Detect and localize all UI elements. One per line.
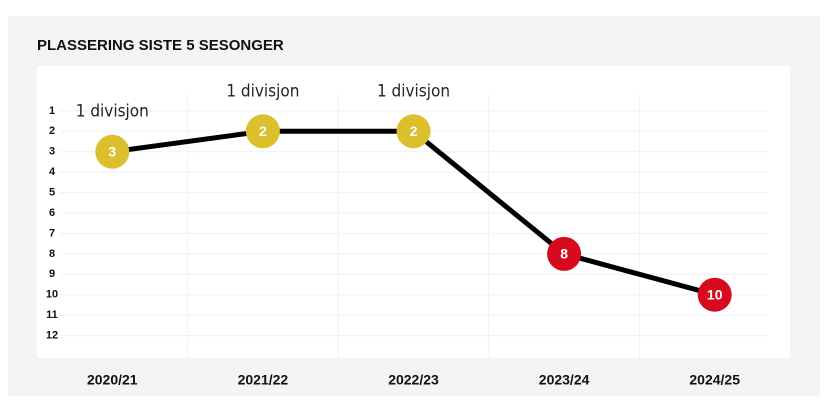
y-tick-label: 4: [49, 166, 56, 178]
plot-area: [37, 66, 790, 358]
point: [95, 134, 130, 169]
y-tick-label: 6: [49, 207, 55, 219]
x-tick-label: 2021/22: [238, 372, 289, 388]
point-label: 3: [108, 143, 116, 159]
y-tick-label: 7: [49, 227, 55, 239]
annotation: 1 divisjon: [377, 81, 450, 101]
y-tick-label: 5: [49, 186, 55, 198]
annotation: 1 divisjon: [76, 102, 149, 122]
y-tick-label: 9: [49, 268, 55, 280]
point-label: 2: [410, 123, 418, 139]
x-tick-label: 2022/23: [388, 372, 439, 388]
y-tick-label: 1: [49, 105, 55, 117]
y-tick-label: 3: [49, 146, 55, 158]
point: [547, 236, 582, 271]
y-tick-label: 11: [46, 309, 58, 321]
x-tick-label: 2020/21: [87, 372, 138, 388]
x-tick-label: 2024/25: [689, 372, 740, 388]
point: [245, 114, 280, 149]
point: [396, 114, 431, 149]
y-tick-label: 10: [46, 289, 58, 301]
point-label: 8: [560, 246, 568, 262]
x-tick-label: 2023/24: [539, 372, 590, 388]
y-tick-label: 12: [46, 329, 58, 341]
y-tick-label: 2: [49, 125, 55, 137]
point: [697, 277, 732, 312]
chart-title: PLASSERING SISTE 5 SESONGER: [37, 37, 284, 54]
point-label: 10: [707, 286, 723, 302]
y-tick-label: 8: [49, 248, 55, 260]
point-label: 2: [259, 123, 267, 139]
annotation: 1 divisjon: [226, 81, 299, 101]
